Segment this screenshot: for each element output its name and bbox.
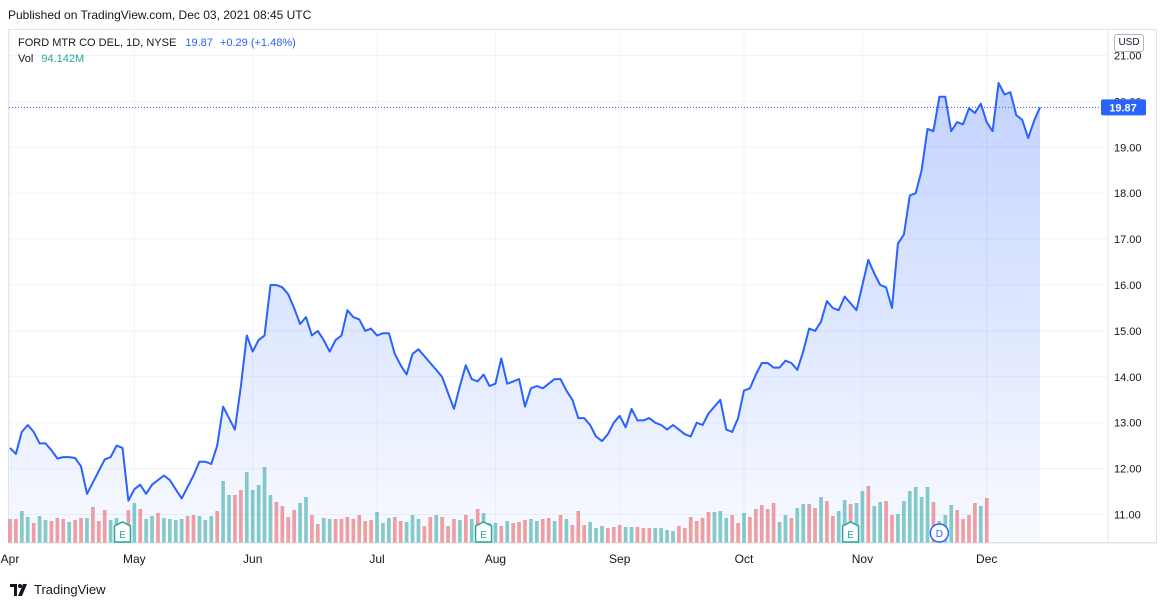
x-tick-label: Aug [485, 552, 506, 566]
last-price-badge [1101, 99, 1146, 116]
earnings-marker-icon [474, 521, 493, 543]
currency-button[interactable]: USD [1114, 34, 1144, 52]
volume-value: 94.142M [41, 53, 85, 65]
y-tick-label: 17.00 [1114, 234, 1142, 246]
last-price-label: 19.87 [1109, 102, 1137, 114]
x-tick-label: Jun [243, 552, 262, 566]
axes: 11.00 12.00 13.00 14.00 15.00 16.00 17.00 18.00… [1, 30, 1157, 566]
symbol-label[interactable]: FORD MTR CO DEL, 1D, NYSE [18, 37, 177, 49]
price-area-fill [10, 83, 1040, 543]
dividend-marker-icon [929, 523, 950, 543]
price-change: +0.29 (+1.48%) [219, 37, 296, 49]
x-tick-label: May [123, 552, 146, 566]
y-tick-label: 21.00 [1114, 51, 1142, 63]
y-tick-label: 19.00 [1114, 142, 1142, 154]
earnings-marker-icon [113, 521, 132, 543]
tradingview-brand[interactable]: TradingView [10, 582, 106, 597]
x-tick-label: Oct [735, 552, 754, 566]
earnings-marker-label: E [480, 530, 487, 541]
price-area [9, 82, 1041, 543]
earnings-marker-icon [841, 521, 860, 543]
brand-label: TradingView [34, 582, 106, 597]
earnings-marker-label: E [847, 530, 854, 541]
published-header: Published on TradingView.com, Dec 03, 20… [8, 8, 312, 22]
x-tick-label: Jul [369, 552, 384, 566]
dividend-marker-label: D [936, 529, 943, 540]
x-tick-label: Nov [852, 552, 873, 566]
earnings-marker-label: E [119, 530, 126, 541]
y-tick-label: 13.00 [1114, 418, 1142, 430]
x-tick-label: Apr [1, 552, 20, 566]
y-tick-label: 16.00 [1114, 280, 1142, 292]
chart-legend: FORD MTR CO DEL, 1D, NYSE 19.87 +0.29 (+… [18, 35, 296, 67]
y-tick-label: 18.00 [1114, 188, 1142, 200]
y-tick-label: 15.00 [1114, 326, 1142, 338]
y-tick-label: 12.00 [1114, 464, 1142, 476]
y-tick-label: 11.00 [1114, 510, 1141, 522]
tradingview-logo-icon [10, 583, 27, 596]
price-line [9, 82, 1041, 502]
price-value: 19.87 [185, 37, 213, 49]
y-tick-label: 14.00 [1114, 372, 1142, 384]
x-tick-label: Sep [609, 552, 631, 566]
volume-label[interactable]: Vol [18, 53, 34, 65]
x-tick-label: Dec [976, 552, 997, 566]
